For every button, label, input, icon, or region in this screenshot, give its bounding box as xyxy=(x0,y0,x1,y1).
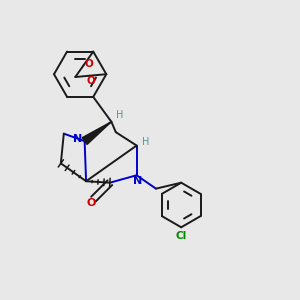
Text: N: N xyxy=(74,134,83,144)
Text: O: O xyxy=(86,76,95,86)
Text: N: N xyxy=(134,176,143,186)
Text: O: O xyxy=(86,198,96,208)
Text: Cl: Cl xyxy=(176,231,187,241)
Text: H: H xyxy=(116,110,123,120)
Polygon shape xyxy=(82,122,111,145)
Text: H: H xyxy=(142,137,150,147)
Text: O: O xyxy=(84,59,93,69)
